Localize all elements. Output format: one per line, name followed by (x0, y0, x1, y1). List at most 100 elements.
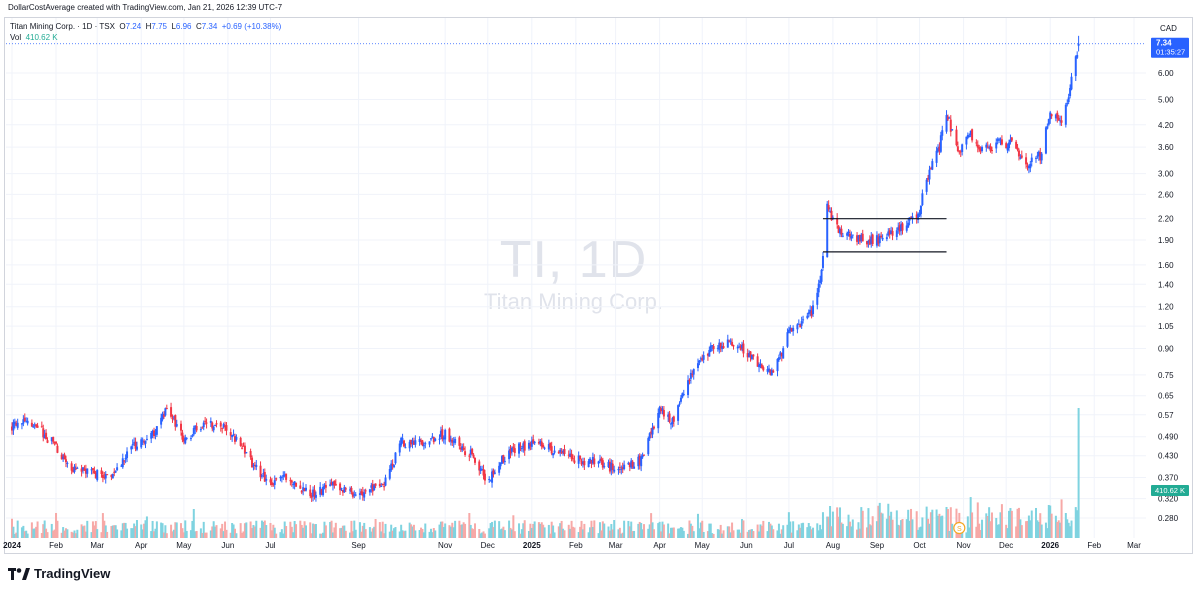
candle[interactable] (50, 437, 53, 442)
candle[interactable] (378, 483, 381, 487)
candle[interactable] (549, 442, 552, 448)
candle[interactable] (299, 485, 302, 489)
candle[interactable] (851, 234, 854, 236)
candle[interactable] (162, 414, 165, 417)
candle[interactable] (358, 493, 361, 496)
candle[interactable] (986, 146, 989, 148)
candle[interactable] (143, 441, 146, 443)
candle[interactable] (633, 466, 636, 469)
candle[interactable] (499, 462, 502, 467)
candle[interactable] (211, 422, 214, 429)
candle[interactable] (251, 457, 254, 468)
candle[interactable] (817, 283, 820, 293)
candle[interactable] (1016, 147, 1019, 150)
candle[interactable] (631, 461, 634, 467)
candle[interactable] (481, 469, 484, 471)
candle[interactable] (431, 436, 434, 438)
candle[interactable] (1050, 114, 1053, 117)
candle[interactable] (966, 134, 969, 138)
candle[interactable] (837, 225, 840, 233)
candle[interactable] (782, 348, 785, 359)
candle[interactable] (667, 414, 670, 417)
candle[interactable] (300, 490, 303, 493)
candle[interactable] (691, 374, 694, 376)
candle[interactable] (153, 430, 156, 437)
candle[interactable] (772, 370, 775, 373)
candle[interactable] (259, 465, 262, 478)
candle[interactable] (787, 329, 790, 334)
candle[interactable] (60, 454, 63, 460)
candle[interactable] (643, 454, 646, 456)
candle[interactable] (164, 408, 167, 416)
candle[interactable] (414, 440, 417, 445)
candle[interactable] (836, 217, 839, 225)
candle[interactable] (66, 462, 69, 464)
candle[interactable] (309, 489, 312, 497)
candle[interactable] (510, 447, 513, 452)
candle[interactable] (857, 235, 860, 241)
candle[interactable] (434, 438, 437, 441)
candle[interactable] (989, 146, 992, 152)
candle[interactable] (174, 415, 177, 427)
candle[interactable] (786, 332, 789, 347)
candle[interactable] (539, 441, 542, 444)
candle[interactable] (1069, 88, 1072, 97)
candle[interactable] (689, 372, 692, 379)
candle[interactable] (170, 407, 173, 417)
candle[interactable] (988, 147, 991, 149)
tradingview-logo[interactable]: TradingView (8, 566, 110, 581)
candle[interactable] (583, 460, 586, 466)
candle[interactable] (323, 485, 326, 487)
candle[interactable] (106, 474, 109, 476)
candle[interactable] (530, 440, 533, 447)
candle[interactable] (570, 453, 573, 459)
candle[interactable] (888, 230, 891, 235)
candle[interactable] (364, 490, 367, 492)
candle[interactable] (618, 467, 621, 469)
event-marker[interactable] (953, 521, 966, 535)
candle[interactable] (126, 451, 129, 458)
candle[interactable] (712, 346, 715, 350)
candle[interactable] (668, 413, 671, 423)
candle[interactable] (304, 487, 307, 491)
candle[interactable] (939, 135, 942, 152)
candle[interactable] (191, 435, 194, 437)
candle[interactable] (93, 470, 96, 474)
candle[interactable] (593, 458, 596, 465)
candle[interactable] (661, 408, 664, 410)
candle[interactable] (915, 214, 918, 219)
candle[interactable] (937, 148, 940, 152)
candle[interactable] (151, 430, 154, 435)
candle[interactable] (887, 231, 890, 236)
candle[interactable] (360, 491, 363, 494)
candle[interactable] (91, 468, 94, 471)
candle[interactable] (1074, 56, 1077, 77)
candle[interactable] (652, 426, 655, 429)
candle[interactable] (273, 480, 276, 485)
candle[interactable] (53, 442, 56, 444)
candle[interactable] (537, 441, 540, 444)
candle[interactable] (461, 446, 464, 451)
candle[interactable] (400, 437, 403, 446)
candle[interactable] (756, 356, 759, 367)
candle[interactable] (885, 237, 888, 240)
candle[interactable] (185, 437, 188, 439)
candle[interactable] (513, 448, 516, 453)
candle[interactable] (161, 413, 164, 420)
candle[interactable] (83, 468, 86, 471)
candle[interactable] (12, 422, 15, 431)
candle[interactable] (847, 231, 850, 234)
candle[interactable] (567, 454, 570, 456)
candle[interactable] (483, 473, 486, 481)
candle[interactable] (503, 460, 506, 463)
candle[interactable] (780, 352, 783, 357)
candle[interactable] (275, 478, 278, 480)
candle[interactable] (891, 230, 894, 236)
candle[interactable] (373, 485, 376, 490)
candle[interactable] (80, 468, 83, 472)
candle[interactable] (339, 483, 342, 491)
candle[interactable] (260, 475, 263, 477)
candle[interactable] (43, 434, 46, 439)
candle[interactable] (758, 364, 761, 368)
candle[interactable] (120, 465, 123, 467)
